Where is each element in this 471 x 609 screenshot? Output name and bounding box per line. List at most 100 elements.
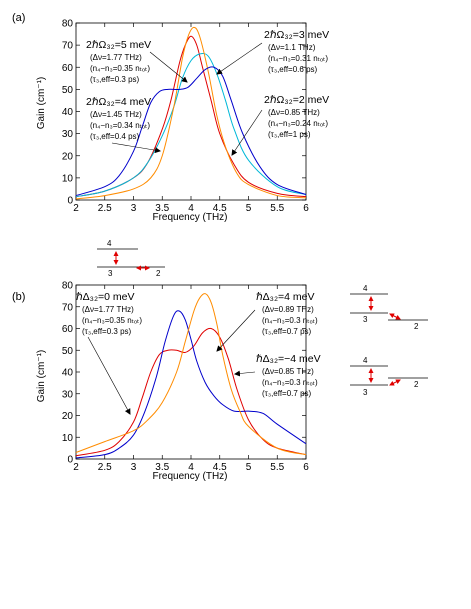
panel-a-y-tick-label: 0 [67,196,73,207]
panel-a-y-tick-label: 40 [62,107,74,118]
panel-a-series-line-1 [75,52,307,198]
level-diagram-0meV: 4 3 2 [97,239,165,278]
annotation-a-4mev: 2ℏΩ₃₂=4 meV (Δν=1.45 THz) (n₄−n₃=0.34 nₜ… [86,96,161,154]
panel-a-x-tick-label: 3.5 [155,203,169,214]
level-diagram-neg4meV: 4 3 2 [350,356,428,397]
panel-a-y-tick-label: 80 [62,19,74,30]
transition-arrow-diagonal [389,313,401,320]
panel-b-x-tick-label: 5.5 [270,462,284,473]
annotation-line: (Δν=0.85 THz) [262,367,314,376]
level-left-label: 3 [363,315,368,324]
annotation-line: (τ₃,eff=0.3 ps) [82,327,132,336]
annotation-line: (τ₃,eff=0.7 ps) [262,389,312,398]
panel-b-x-tick-label: 5 [246,462,252,473]
annotation-line: (τ₃,eff=0.7 ps) [262,327,312,336]
panel-b-series-line-0 [75,327,307,457]
panel-b-y-tick-label: 10 [62,433,74,444]
annotation-label: 2ℏΩ₃₂=3 meV [264,29,329,41]
panel-b-x-tick-label: 4 [188,462,194,473]
panel-b-y-tick-label: 0 [67,455,73,466]
annotation-line: (τ₃,eff=1 ps) [268,130,311,139]
annotation-a-3mev: 2ℏΩ₃₂=3 meV (Δν=1.1 THz) (n₄−n₃=0.31 nₜₒ… [216,29,329,75]
annotation-arrow [216,42,263,75]
panel-a-y-tick-label: 70 [62,41,74,52]
annotation-label: 2ℏΩ₃₂=4 meV [86,96,151,108]
panel-b-y-tick-label: 40 [62,368,74,379]
annotation-arrow [111,142,161,154]
panel-a-y-tick-label: 30 [62,129,74,140]
annotation-arrow [234,370,256,377]
annotation-label: ℏΔ₃₂=0 meV [76,291,135,303]
annotation-b-neg4mev: ℏΔ₃₂=−4 meV (Δν=0.85 THz) (n₄−n₃=0.3 nₜₒ… [234,353,321,398]
annotation-line: (τ₃,eff=0.3 ps) [90,75,140,84]
panel-a-y-tick-label: 20 [62,151,74,162]
annotation-label: 2ℏΩ₃₂=2 meV [264,94,329,106]
annotation-line: (τ₃,eff=0.6 ps) [268,65,318,74]
annotation-line: (n₄−n₃=0.35 nₜₒₜ) [90,64,150,73]
level-right-label: 2 [156,269,161,278]
annotation-b-4mev: ℏΔ₃₂=4 meV (Δν=0.89 THz) (n₄−n₃=0.3 nₜₒₜ… [216,291,318,352]
annotation-line: (Δν=1.45 THz) [90,110,142,119]
annotation-label: ℏΔ₃₂=4 meV [256,291,315,303]
annotation-arrow [216,309,256,352]
panel-b-y-tick-label: 20 [62,411,74,422]
level-upper-label: 4 [107,239,112,248]
annotation-a-5mev: 2ℏΩ₃₂=5 meV (Δν=1.77 THz) (n₄−n₃=0.35 nₜ… [86,39,188,84]
panel-b-y-tick-label: 60 [62,324,74,335]
panel-a-x-tick-label: 5 [246,203,252,214]
panel-b-y-tick-label: 30 [62,389,74,400]
level-diagram-4meV: 4 3 2 [350,284,428,331]
panel-a-y-tick-label: 60 [62,63,74,74]
level-left-label: 3 [363,388,368,397]
panel-b-label: (b) [12,291,25,303]
annotation-line: (n₄−n₃=0.24 nₜₒₜ) [268,119,328,128]
panel-a-label: (a) [12,12,25,24]
annotation-arrow [231,109,263,156]
panel-a-y-tick-label: 50 [62,85,74,96]
annotation-b-0mev: ℏΔ₃₂=0 meV (Δν=1.77 THz) (n₄−n₃=0.35 nₜₒ… [76,291,142,415]
panel-a-x-tick-label: 5.5 [270,203,284,214]
transition-arrow-diagonal [389,379,401,386]
panel-a-ylabel: Gain (cm⁻¹) [36,77,47,130]
panel-a-series-line-3 [75,66,307,197]
annotation-line: (n₄−n₃=0.34 nₜₒₜ) [90,121,150,130]
annotation-arrow [149,51,188,83]
panel-a-x-tick-label: 2.5 [98,203,112,214]
level-upper-label: 4 [363,284,368,293]
panel-a-y-tick-label: 10 [62,173,74,184]
panel-b-y-tick-label: 70 [62,302,74,313]
annotation-a-2mev: 2ℏΩ₃₂=2 meV (Δν=0.85 THz) (n₄−n₃=0.24 nₜ… [231,94,329,156]
annotation-line: (Δν=1.77 THz) [90,53,142,62]
panel-b-y-tick-label: 80 [62,281,74,292]
panel-a-x-tick-label: 4 [188,203,194,214]
annotation-arrow [87,336,131,415]
panel-b-x-tick-label: 6 [303,462,309,473]
panel-b-x-tick-label: 3.5 [155,462,169,473]
panel-a-x-tick-label: 6 [303,203,309,214]
panel-b-ylabel: Gain (cm⁻¹) [36,350,47,403]
level-left-label: 3 [108,269,113,278]
annotation-line: (n₄−n₃=0.3 nₜₒₜ) [262,378,318,387]
annotation-line: (n₄−n₃=0.35 nₜₒₜ) [82,316,142,325]
annotation-label: 2ℏΩ₃₂=5 meV [86,39,151,51]
panel-b-x-tick-label: 3 [131,462,137,473]
panel-a-x-tick-label: 4.5 [213,203,227,214]
panel-a-x-tick-label: 3 [131,203,137,214]
panel-a-x-tick-label: 2 [73,203,79,214]
level-right-label: 2 [414,380,419,389]
annotation-label: ℏΔ₃₂=−4 meV [256,353,321,365]
level-right-label: 2 [414,322,419,331]
panel-a-xlabel: Frequency (THz) [152,212,227,223]
annotation-line: (τ₃,eff=0.4 ps) [90,132,140,141]
annotation-line: (Δν=0.89 THz) [262,305,314,314]
annotation-line: (n₄−n₃=0.31 nₜₒₜ) [268,54,328,63]
panel-b-series-line-2 [75,293,307,456]
panel-b-y-tick-label: 50 [62,346,74,357]
panel-a-series-line-2 [75,26,307,200]
panel-b-x-tick-label: 2.5 [98,462,112,473]
